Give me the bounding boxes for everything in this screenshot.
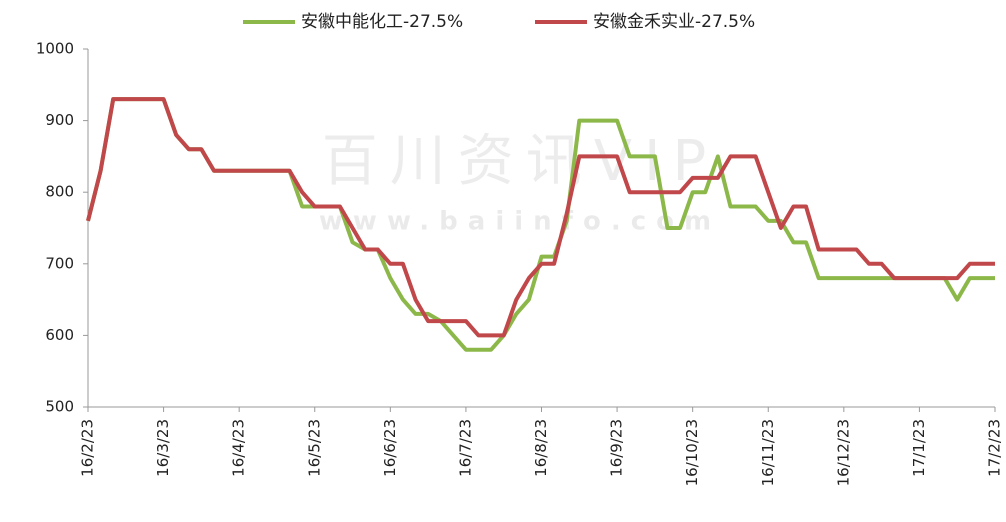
x-tick-label: 17/2/23 <box>986 419 1004 477</box>
x-tick-label: 16/5/23 <box>305 419 323 477</box>
x-tick-label: 16/8/23 <box>532 419 550 477</box>
watermark: 百川资讯VIP <box>322 129 719 194</box>
x-tick-label: 16/9/23 <box>608 419 626 477</box>
y-tick-label: 700 <box>45 254 74 272</box>
legend-label: 安徽中能化工-27.5% <box>301 12 463 32</box>
x-tick-label: 16/6/23 <box>381 419 399 477</box>
y-tick-label: 800 <box>45 183 74 201</box>
x-tick-label: 16/3/23 <box>154 419 172 477</box>
y-tick-label: 600 <box>45 326 74 344</box>
y-tick-label: 500 <box>45 398 74 416</box>
x-tick-label: 16/10/23 <box>683 419 701 486</box>
watermark: www.baiinfo.com <box>319 207 721 237</box>
line-series <box>86 97 995 338</box>
x-tick-label: 17/1/23 <box>910 419 928 477</box>
y-tick-label: 900 <box>45 111 74 129</box>
x-tick-label: 16/12/23 <box>834 419 852 486</box>
x-tick-label: 16/2/23 <box>79 419 97 477</box>
legend-label: 安徽金禾实业-27.5% <box>593 12 755 32</box>
x-tick-label: 16/4/23 <box>230 419 248 477</box>
y-tick-label: 1000 <box>36 40 74 58</box>
x-tick-label: 16/7/23 <box>456 419 474 477</box>
x-tick-label: 16/11/23 <box>759 419 777 486</box>
